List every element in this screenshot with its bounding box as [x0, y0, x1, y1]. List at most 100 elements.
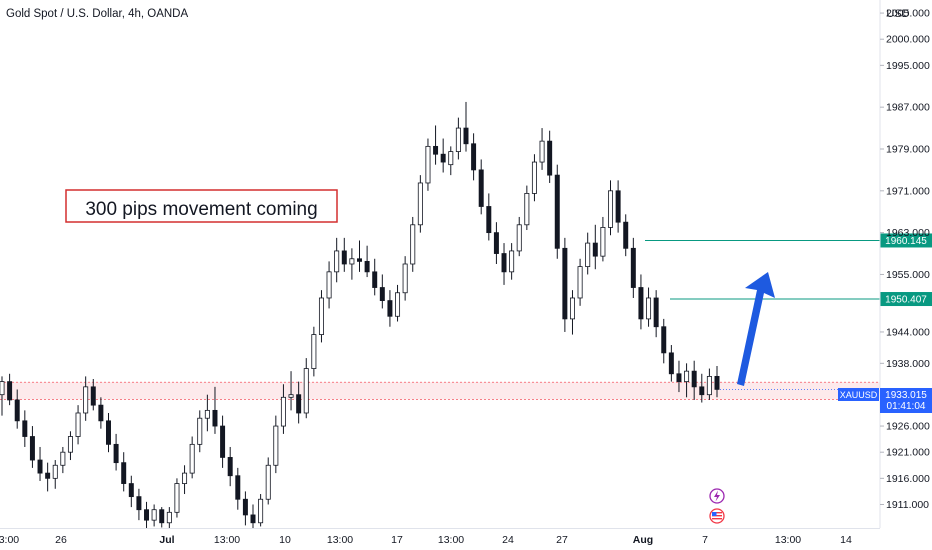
chart-title: Gold Spot / U.S. Dollar, 4h, OANDA: [6, 8, 188, 20]
candle-body: [608, 190, 614, 228]
candle: [714, 365, 720, 398]
candle: [516, 216, 522, 257]
level-badge[interactable]: [880, 233, 932, 248]
candle: [433, 125, 439, 165]
candle: [448, 146, 454, 176]
candle: [288, 371, 294, 411]
candle: [402, 256, 408, 301]
candle: [151, 504, 157, 527]
x-tick-label: 26: [55, 534, 67, 546]
candle: [577, 258, 583, 306]
annotation-box[interactable]: [65, 189, 338, 223]
candle-body: [501, 253, 507, 273]
candle-body: [569, 297, 575, 320]
candle: [45, 462, 51, 492]
candle: [83, 376, 89, 421]
candle: [646, 287, 652, 327]
candle: [349, 248, 355, 280]
countdown-label: 01:41:04: [887, 401, 926, 412]
candle-body: [448, 151, 454, 166]
candle-body: [486, 206, 492, 234]
candle-body: [646, 297, 652, 320]
y-tick-label: 1921.000: [886, 447, 930, 459]
candle-body: [653, 297, 659, 328]
y-tick-label: 2000.000: [886, 34, 930, 46]
candle: [600, 216, 606, 262]
candle: [524, 185, 530, 231]
candle-body: [714, 375, 720, 390]
candle: [531, 154, 537, 202]
candle-body: [174, 483, 180, 513]
candle-body: [204, 409, 210, 419]
x-tick-label: 7: [702, 534, 708, 546]
candle-body: [45, 472, 51, 479]
symbol-badge[interactable]: [838, 388, 879, 401]
candle: [539, 128, 545, 170]
candle: [296, 381, 302, 424]
candle: [7, 373, 13, 406]
lightning-icon[interactable]: [709, 488, 725, 504]
candle: [471, 133, 477, 181]
candle: [425, 138, 431, 191]
candle-body: [531, 161, 537, 194]
level-label: 1950.407: [885, 295, 927, 306]
y-tick-label: 1938.000: [886, 358, 930, 370]
candle-body: [159, 509, 165, 524]
y-tick-label: 1911.000: [886, 499, 929, 511]
candle-body: [334, 250, 340, 273]
candle: [478, 159, 484, 215]
candle: [189, 436, 195, 479]
candle: [227, 446, 233, 487]
candle-body: [440, 153, 446, 163]
candle-body: [630, 247, 636, 288]
support-zone[interactable]: [0, 382, 880, 400]
candle-body: [524, 193, 530, 226]
candle: [113, 433, 119, 471]
candle-body: [311, 334, 317, 369]
candle-body: [691, 370, 697, 388]
candle-body: [182, 472, 188, 484]
candle: [265, 457, 271, 505]
candle-body: [83, 386, 89, 414]
candle-body: [471, 143, 477, 171]
currency-label[interactable]: USD: [886, 8, 909, 20]
level-label: 1960.145: [885, 236, 927, 247]
up-arrow-icon[interactable]: [737, 272, 775, 386]
candle: [52, 460, 58, 489]
candle: [417, 175, 423, 233]
candle-body: [615, 190, 621, 223]
candle-body: [478, 169, 484, 207]
candle: [562, 237, 568, 332]
candle: [372, 258, 378, 296]
x-tick-label: 13:00: [214, 534, 240, 546]
candle-body: [303, 368, 309, 414]
candle-body: [265, 464, 271, 500]
candle: [136, 488, 142, 521]
candle-body: [189, 443, 195, 474]
candle-body: [60, 451, 66, 466]
candle: [615, 180, 621, 233]
candle: [379, 274, 385, 309]
candle: [159, 507, 165, 528]
candle: [311, 326, 317, 377]
x-tick-label: 24: [502, 534, 514, 546]
candle: [661, 318, 667, 364]
candle: [357, 240, 362, 272]
candle-body: [706, 375, 712, 396]
candle: [220, 415, 226, 468]
candle-body: [364, 260, 370, 273]
candle: [455, 117, 461, 160]
candle-body: [197, 417, 203, 445]
level-badge[interactable]: [880, 292, 932, 307]
us-flag-icon[interactable]: [709, 508, 725, 524]
y-tick-label: 1916.000: [886, 473, 930, 485]
candle: [318, 290, 324, 343]
candle: [90, 379, 96, 411]
candle-body: [516, 224, 522, 252]
candle: [623, 214, 629, 257]
last-price-badge[interactable]: [880, 388, 932, 413]
candle-body: [242, 498, 248, 516]
candle: [326, 261, 332, 309]
candle-body: [136, 496, 142, 511]
